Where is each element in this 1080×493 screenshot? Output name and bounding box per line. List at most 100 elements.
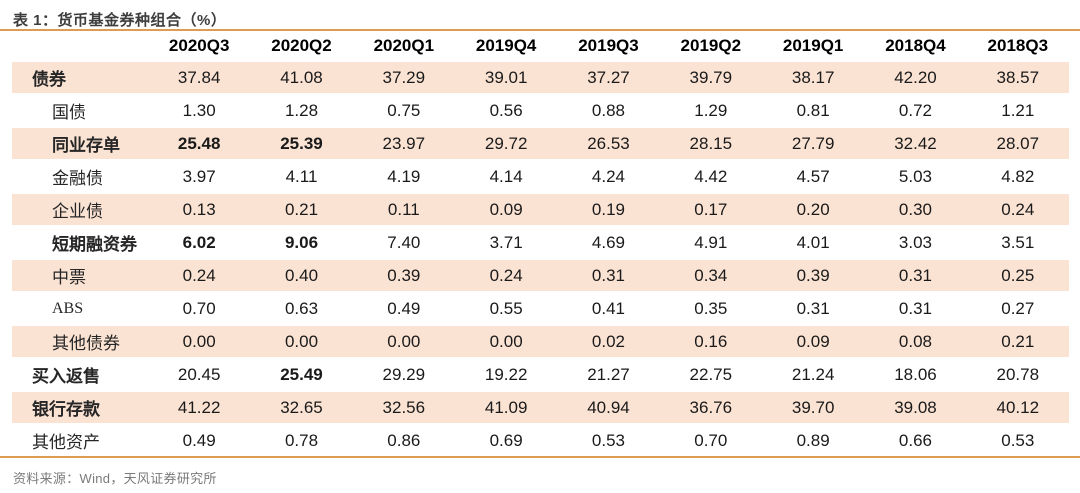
value-cell: 0.53	[1001, 430, 1035, 450]
value-cell: 0.25	[1001, 265, 1035, 285]
table-row: 买入返售 20.45 25.49 29.29 19.22 21.27 22.75 21.24 1…	[12, 357, 1069, 390]
value-cell: 0.31	[898, 298, 932, 318]
value-cell: 25.39	[280, 133, 323, 153]
column-header: 2019Q4	[475, 35, 537, 55]
value-cell: 0.31	[591, 265, 626, 285]
value-cell: 3.51	[1001, 232, 1035, 252]
value-cell: 4.69	[591, 232, 626, 252]
value-cell: 23.97	[382, 133, 426, 153]
value-cell: 0.72	[898, 100, 932, 120]
column-header: 2020Q3	[168, 35, 230, 55]
value-cell: 20.78	[996, 364, 1040, 384]
value-cell: 0.00	[284, 331, 319, 351]
source-note: 资料来源：Wind，天风证券研究所	[13, 471, 217, 486]
value-cell: 0.00	[489, 331, 523, 351]
table-row: 国债 1.30 1.28 0.75 0.56 0.88 1.29 0.81 0.72 1.21	[12, 93, 1069, 126]
value-cell: 0.86	[387, 430, 421, 450]
value-cell: 38.57	[996, 67, 1040, 87]
value-cell: 32.65	[280, 397, 323, 417]
value-cell: 0.09	[489, 199, 523, 219]
row-label: 企业债	[52, 202, 103, 221]
value-cell: 0.00	[182, 331, 216, 351]
value-cell: 29.29	[382, 364, 426, 384]
value-cell: 4.42	[694, 166, 728, 186]
row-label: 中票	[52, 268, 86, 287]
row-label: 其他资产	[32, 433, 100, 452]
value-cell: 25.49	[280, 364, 323, 384]
table-row: ABS 0.70 0.63 0.49 0.55 0.41 0.35 0.31 0.31 0.27	[12, 291, 1069, 324]
value-cell: 41.22	[177, 397, 221, 417]
value-cell: 0.24	[489, 265, 523, 285]
value-cell: 4.57	[796, 166, 830, 186]
value-cell: 7.40	[387, 232, 421, 252]
value-cell: 25.48	[177, 133, 221, 153]
table-row: 企业债 0.13 0.21 0.11 0.09 0.19 0.17 0.20 0.30 0.24	[12, 192, 1069, 225]
value-cell: 20.45	[177, 364, 221, 384]
value-cell: 0.56	[489, 100, 523, 120]
value-cell: 39.01	[484, 67, 528, 87]
column-header: 2020Q1	[373, 35, 435, 55]
value-cell: 0.78	[284, 430, 319, 450]
row-label: 其他债券	[52, 334, 120, 353]
value-cell: 41.09	[484, 397, 528, 417]
value-cell: 1.30	[182, 100, 216, 120]
value-cell: 0.66	[898, 430, 932, 450]
value-cell: 0.11	[387, 199, 420, 219]
value-cell: 0.24	[182, 265, 216, 285]
value-cell: 32.42	[894, 133, 937, 153]
value-cell: 0.69	[489, 430, 523, 450]
table-title: 表 1：货币基金券种组合（%）	[13, 12, 227, 29]
value-cell: 21.27	[587, 364, 630, 384]
value-cell: 0.63	[284, 298, 319, 318]
value-cell: 28.07	[996, 133, 1040, 153]
value-cell: 39.70	[791, 397, 835, 417]
value-cell: 0.49	[387, 298, 421, 318]
column-header: 2018Q3	[987, 35, 1049, 55]
value-cell: 4.01	[796, 232, 830, 252]
column-header: 2019Q3	[578, 35, 639, 55]
value-cell: 0.70	[694, 430, 728, 450]
value-cell: 40.12	[996, 397, 1040, 417]
table-row: 其他资产 0.49 0.78 0.86 0.69 0.53 0.70 0.89 0.66 0.53	[12, 423, 1069, 456]
value-cell: 1.21	[1001, 100, 1035, 120]
value-cell: 40.94	[587, 397, 630, 417]
value-cell: 0.13	[182, 199, 216, 219]
value-cell: 3.03	[898, 232, 932, 252]
value-cell: 26.53	[587, 133, 630, 153]
table-row: 中票 0.24 0.40 0.39 0.24 0.31 0.34 0.39 0.31 0.25	[12, 258, 1069, 291]
value-cell: 0.09	[796, 331, 830, 351]
value-cell: 0.31	[796, 298, 830, 318]
value-cell: 4.19	[387, 166, 421, 186]
column-header: 2019Q2	[680, 35, 742, 55]
value-cell: 0.08	[898, 331, 932, 351]
value-cell: 1.29	[694, 100, 728, 120]
value-cell: 0.02	[591, 331, 626, 351]
table-row: 同业存单 25.48 25.39 23.97 29.72 26.53 28.15 27.79 3…	[12, 126, 1069, 159]
value-cell: 3.71	[489, 232, 523, 252]
value-cell: 0.41	[591, 298, 626, 318]
value-cell: 32.56	[382, 397, 426, 417]
value-cell: 0.24	[1001, 199, 1035, 219]
value-cell: 37.84	[177, 67, 221, 87]
table-row: 短期融资券 6.02 9.06 7.40 3.71 4.69 4.91 4.01 3.03 3.5…	[12, 225, 1069, 258]
value-cell: 27.79	[791, 133, 835, 153]
value-cell: 4.11	[285, 166, 318, 186]
value-cell: 1.28	[284, 100, 319, 120]
column-header: 2020Q2	[271, 35, 332, 55]
value-cell: 0.21	[284, 199, 319, 219]
row-label: 国债	[52, 103, 86, 122]
value-cell: 6.02	[182, 232, 216, 252]
table-row: 其他债券 0.00 0.00 0.00 0.00 0.02 0.16 0.09 0.08 0.21	[12, 324, 1069, 357]
row-label: 金融债	[52, 169, 103, 188]
table-bottom-rule	[0, 456, 1080, 458]
value-cell: 0.21	[1001, 331, 1035, 351]
column-header: 2019Q1	[782, 35, 844, 55]
value-cell: 0.00	[387, 331, 421, 351]
value-cell: 0.17	[694, 199, 728, 219]
value-cell: 3.97	[182, 166, 216, 186]
value-cell: 0.20	[796, 199, 830, 219]
value-cell: 0.81	[796, 100, 830, 120]
column-header: 2018Q4	[885, 35, 946, 55]
value-cell: 0.39	[796, 265, 830, 285]
value-cell: 36.76	[689, 397, 733, 417]
